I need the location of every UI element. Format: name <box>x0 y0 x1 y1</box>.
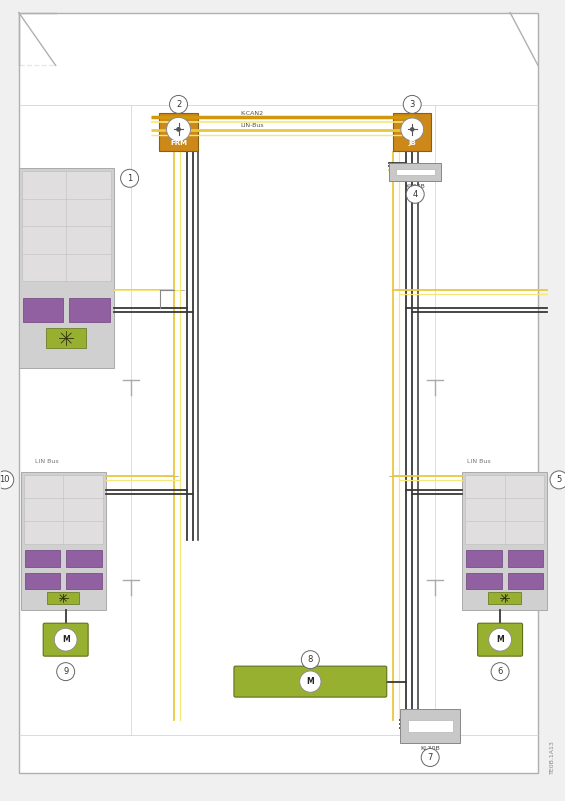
Bar <box>466 573 502 589</box>
Text: 3: 3 <box>410 100 415 109</box>
FancyBboxPatch shape <box>389 163 441 181</box>
Text: M: M <box>496 635 504 644</box>
Text: 6: 6 <box>497 667 503 676</box>
Text: M: M <box>306 677 314 686</box>
Bar <box>46 328 86 348</box>
Circle shape <box>491 662 509 681</box>
Bar <box>25 573 60 589</box>
FancyBboxPatch shape <box>408 719 453 731</box>
FancyBboxPatch shape <box>400 709 460 743</box>
Text: 5: 5 <box>557 475 562 485</box>
Text: 1: 1 <box>127 174 132 183</box>
Bar <box>25 550 60 567</box>
FancyBboxPatch shape <box>393 114 431 151</box>
Bar <box>507 573 543 589</box>
Bar <box>47 592 79 604</box>
Circle shape <box>120 169 138 187</box>
Circle shape <box>299 671 321 692</box>
Text: LIN-Bus: LIN-Bus <box>241 123 264 128</box>
Bar <box>466 550 502 567</box>
Text: KL30B: KL30B <box>420 746 440 751</box>
Bar <box>462 472 547 610</box>
Text: M: M <box>62 635 69 644</box>
Bar <box>465 475 544 544</box>
Text: 7: 7 <box>428 753 433 762</box>
Circle shape <box>410 127 415 131</box>
FancyBboxPatch shape <box>396 169 434 175</box>
Text: 10: 10 <box>0 475 10 485</box>
Circle shape <box>401 118 424 141</box>
Circle shape <box>489 628 511 651</box>
Bar <box>507 550 543 567</box>
Circle shape <box>550 471 565 489</box>
Circle shape <box>0 471 14 489</box>
Text: K-CAN2: K-CAN2 <box>241 111 263 116</box>
Text: 2: 2 <box>176 100 181 109</box>
FancyBboxPatch shape <box>234 666 386 697</box>
Bar <box>23 298 63 322</box>
Text: JB: JB <box>408 140 416 147</box>
Circle shape <box>56 662 75 681</box>
Bar <box>69 298 110 322</box>
Text: 8: 8 <box>308 655 313 664</box>
Bar <box>19 168 114 368</box>
Circle shape <box>176 127 181 131</box>
FancyBboxPatch shape <box>477 623 523 656</box>
Bar <box>489 592 521 604</box>
Bar <box>66 550 102 567</box>
Circle shape <box>170 95 188 114</box>
Text: FRM: FRM <box>170 140 187 147</box>
Text: LIN Bus: LIN Bus <box>34 459 58 464</box>
Text: KL30B: KL30B <box>405 184 425 189</box>
Text: 9: 9 <box>63 667 68 676</box>
Bar <box>21 171 111 281</box>
Text: 4: 4 <box>412 190 418 199</box>
FancyBboxPatch shape <box>43 623 88 656</box>
Bar <box>66 573 102 589</box>
Bar <box>21 472 106 610</box>
Text: TE0B.1A13: TE0B.1A13 <box>550 741 555 775</box>
Bar <box>24 475 103 544</box>
Text: LIN Bus: LIN Bus <box>467 459 491 464</box>
Circle shape <box>421 748 439 767</box>
Circle shape <box>167 118 190 141</box>
Circle shape <box>301 650 319 669</box>
FancyBboxPatch shape <box>159 114 198 151</box>
Circle shape <box>54 628 77 651</box>
Circle shape <box>406 185 424 203</box>
Circle shape <box>403 95 421 114</box>
